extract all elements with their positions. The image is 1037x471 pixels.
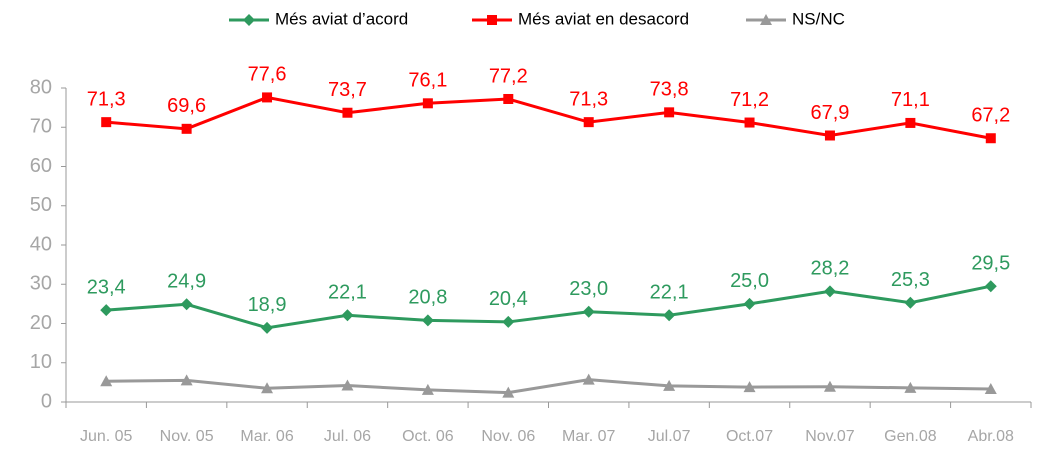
y-tick-label: 30 [30,273,52,295]
point [181,123,192,134]
point [262,92,273,103]
y-tick-label: 50 [30,194,52,216]
data-label: 71,3 [87,88,126,110]
data-label: 25,3 [891,269,930,291]
point [985,133,996,144]
data-label: 73,7 [328,79,367,101]
x-tick-label: Abr.08 [968,428,1014,445]
point [180,374,193,386]
x-tick-label: Mar. 07 [562,428,615,445]
data-label: 28,2 [810,258,849,280]
point [503,93,514,104]
data-label: 71,1 [891,89,930,111]
point [422,98,433,109]
y-tick-label: 0 [41,390,52,412]
data-label: 71,3 [569,88,608,110]
point [664,107,675,118]
legend-label: Més aviat d’acord [275,9,408,28]
point [823,380,836,392]
point [744,117,755,128]
x-tick-label: Mar. 06 [240,428,293,445]
point [583,117,594,128]
x-tick-label: Jun. 05 [80,428,133,445]
data-label: 76,1 [408,70,447,92]
point [261,321,274,334]
data-label: 73,8 [650,79,689,101]
point [341,309,354,322]
point [342,107,353,118]
data-label: 67,9 [810,102,849,124]
y-tick-label: 40 [30,233,52,255]
point [421,314,434,327]
legend-label: NS/NC [792,9,845,28]
point [824,130,835,141]
legend-marker [487,15,497,25]
point [421,383,434,395]
point [261,382,274,394]
legend-marker [243,14,255,26]
y-tick-label: 10 [30,351,52,373]
data-label: 77,2 [489,65,528,87]
point [743,297,756,310]
y-tick-label: 20 [30,312,52,334]
data-label: 24,9 [167,271,206,293]
data-label: 71,2 [730,89,769,111]
point [100,375,113,387]
point [823,285,836,298]
x-tick-label: Jul.07 [648,428,691,445]
point [582,373,595,385]
x-tick-label: Nov. 05 [160,428,214,445]
data-label: 77,6 [248,64,287,86]
data-label: 20,4 [489,288,528,310]
y-tick-label: 70 [30,116,52,138]
x-tick-label: Jul. 06 [324,428,371,445]
y-tick-label: 80 [30,76,52,98]
point [100,304,113,317]
data-label: 22,1 [650,282,689,304]
series-line [106,378,991,395]
x-tick-label: Gen.08 [884,428,937,445]
point [663,379,676,391]
legend-marker [760,14,772,25]
point [101,117,112,128]
point [341,379,354,391]
point [743,381,756,393]
y-tick-label: 60 [30,155,52,177]
data-label: 23,0 [569,278,608,300]
series-line [106,284,992,330]
point [904,381,917,393]
point [663,309,676,322]
data-label: 25,0 [730,270,769,292]
point [180,298,193,311]
point [904,296,917,309]
data-label: 20,8 [408,287,447,309]
legend-label: Més aviat en desacord [518,9,689,28]
data-label: 69,6 [167,95,206,117]
series-line [106,95,992,140]
data-label: 23,4 [87,276,126,298]
x-tick-label: Oct.07 [726,428,773,445]
data-label: 29,5 [971,252,1010,274]
point [905,117,916,128]
data-label: 22,1 [328,282,367,304]
point [502,315,515,328]
x-tick-label: Oct. 06 [402,428,454,445]
point [502,386,515,398]
x-tick-label: Nov. 06 [481,428,535,445]
point [984,383,997,395]
data-label: 67,2 [971,105,1010,127]
x-tick-label: Nov.07 [805,428,855,445]
point [582,305,595,318]
point [984,280,997,293]
data-label: 18,9 [248,294,287,316]
